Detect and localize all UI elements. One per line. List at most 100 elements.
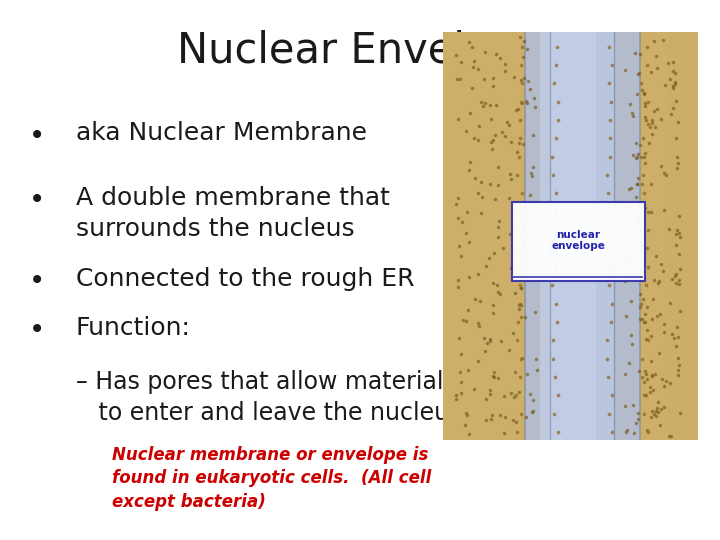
Point	[516, 60, 527, 69]
Point	[526, 169, 537, 178]
Point	[639, 204, 651, 212]
Point	[651, 407, 662, 416]
Point	[461, 317, 472, 326]
Point	[492, 233, 504, 242]
Point	[512, 222, 523, 231]
Point	[672, 159, 684, 167]
Point	[468, 57, 480, 65]
Point	[639, 377, 650, 386]
Point	[551, 299, 562, 308]
Point	[518, 238, 529, 246]
Point	[626, 340, 637, 348]
Point	[509, 368, 521, 376]
Bar	[443, 32, 550, 440]
Point	[603, 226, 615, 234]
Point	[515, 313, 526, 321]
Point	[618, 276, 630, 285]
Point	[475, 209, 487, 218]
Point	[492, 180, 504, 189]
Point	[634, 258, 646, 266]
Point	[658, 206, 670, 214]
Point	[639, 189, 650, 198]
Point	[516, 354, 528, 362]
Point	[634, 303, 646, 312]
Point	[626, 109, 638, 118]
Point	[639, 148, 651, 157]
Point	[521, 45, 533, 53]
Bar	[525, 32, 639, 440]
Point	[464, 429, 475, 438]
Point	[455, 58, 467, 67]
Point	[630, 139, 642, 147]
Point	[645, 413, 657, 421]
Point	[603, 409, 615, 418]
Point	[500, 413, 511, 422]
Point	[552, 318, 563, 326]
Point	[600, 244, 612, 253]
Point	[636, 299, 647, 308]
Point	[639, 88, 650, 97]
Point	[646, 407, 657, 415]
Point	[514, 299, 526, 308]
Point	[656, 375, 667, 383]
Point	[523, 77, 534, 85]
Point	[480, 262, 492, 271]
Point	[624, 202, 636, 211]
Point	[660, 171, 671, 179]
Point	[605, 134, 616, 143]
Point	[606, 60, 618, 69]
Point	[640, 281, 652, 289]
Point	[640, 335, 652, 343]
Point	[602, 373, 613, 381]
Point	[516, 409, 527, 418]
Text: Nuclear membrane or envelope is
found in eukaryotic cells.  (All cell
except bac: Nuclear membrane or envelope is found in…	[112, 446, 431, 511]
Point	[514, 373, 526, 381]
Point	[603, 189, 614, 198]
Point	[517, 139, 528, 148]
Point	[463, 166, 474, 175]
Point	[667, 84, 678, 92]
Point	[642, 97, 654, 106]
Point	[459, 421, 471, 429]
Point	[660, 80, 671, 89]
Text: •: •	[29, 267, 45, 295]
Point	[528, 308, 540, 316]
Point	[674, 233, 685, 241]
Point	[672, 118, 684, 126]
Point	[516, 79, 528, 87]
Point	[469, 134, 480, 143]
Point	[518, 53, 529, 62]
Point	[669, 79, 680, 88]
Text: Nuclear Envelope: Nuclear Envelope	[177, 30, 543, 72]
Point	[623, 359, 634, 368]
Point	[454, 241, 465, 250]
Point	[644, 388, 656, 396]
Point	[527, 131, 539, 139]
Point	[603, 207, 614, 216]
Point	[487, 372, 499, 381]
Point	[451, 395, 462, 403]
Point	[602, 336, 613, 345]
Point	[478, 75, 490, 83]
Point	[635, 79, 647, 87]
Point	[461, 127, 472, 136]
Point	[524, 191, 536, 199]
Point	[671, 164, 683, 172]
Point	[500, 66, 511, 75]
Point	[639, 159, 651, 168]
Point	[606, 391, 618, 400]
Point	[518, 74, 530, 83]
Point	[654, 260, 666, 268]
FancyBboxPatch shape	[512, 201, 644, 281]
Point	[661, 377, 672, 386]
Point	[509, 288, 521, 297]
Point	[647, 385, 659, 394]
Text: aka Nuclear Membrane: aka Nuclear Membrane	[76, 122, 366, 145]
Point	[630, 419, 642, 428]
Point	[550, 134, 562, 143]
Point	[552, 428, 564, 436]
Point	[654, 309, 665, 318]
Point	[464, 109, 476, 118]
Point	[631, 152, 643, 161]
Point	[480, 99, 491, 107]
